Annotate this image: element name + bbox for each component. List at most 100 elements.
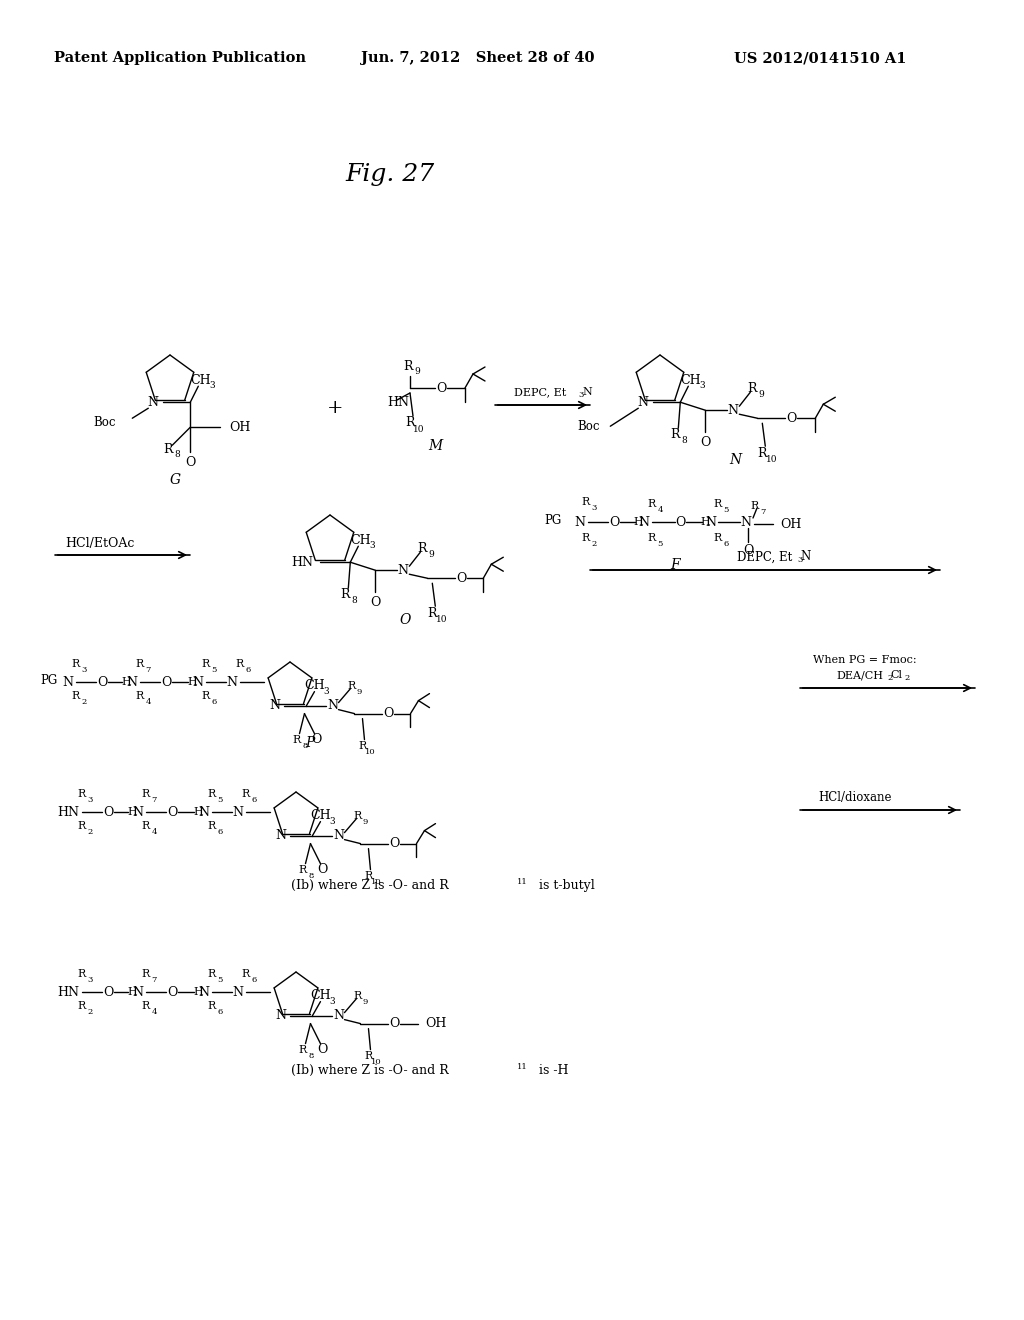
Text: 8: 8	[351, 595, 357, 605]
Text: N: N	[269, 700, 280, 711]
Text: 11: 11	[517, 1063, 527, 1071]
Text: N: N	[226, 676, 238, 689]
Text: R: R	[714, 499, 722, 510]
Text: G: G	[170, 474, 181, 487]
Text: H: H	[127, 807, 137, 817]
Text: N: N	[232, 986, 244, 998]
Text: R: R	[242, 969, 250, 979]
Text: 4: 4	[145, 698, 151, 706]
Text: O: O	[389, 837, 399, 850]
Text: H: H	[633, 517, 643, 527]
Text: 6: 6	[251, 796, 257, 804]
Text: 3: 3	[87, 975, 93, 983]
Text: N: N	[132, 805, 143, 818]
Text: N: N	[333, 829, 344, 842]
Text: R: R	[142, 1001, 151, 1011]
Text: 9: 9	[356, 688, 362, 696]
Text: O: O	[786, 412, 797, 425]
Text: R: R	[208, 821, 216, 832]
Text: 3: 3	[591, 504, 597, 512]
Text: R: R	[202, 690, 210, 701]
Text: N: N	[397, 564, 409, 577]
Text: CH: CH	[350, 533, 371, 546]
Text: Boc: Boc	[578, 420, 600, 433]
Text: Cl: Cl	[890, 671, 902, 680]
Text: 3: 3	[210, 380, 215, 389]
Text: 3: 3	[579, 391, 584, 399]
Text: 10: 10	[766, 454, 777, 463]
Text: R: R	[164, 442, 173, 455]
Text: 5: 5	[657, 540, 663, 548]
Text: N: N	[127, 676, 137, 689]
Text: R: R	[72, 659, 80, 669]
Text: P: P	[305, 737, 314, 750]
Text: R: R	[671, 428, 680, 441]
Text: O: O	[102, 986, 114, 998]
Text: 2: 2	[888, 675, 893, 682]
Text: H: H	[700, 517, 710, 527]
Text: O: O	[167, 805, 177, 818]
Text: H: H	[194, 987, 203, 997]
Text: R: R	[78, 821, 86, 832]
Text: R: R	[758, 446, 767, 459]
Text: H: H	[187, 677, 197, 686]
Text: 2: 2	[904, 675, 909, 682]
Text: DEPC, Et: DEPC, Et	[737, 550, 793, 564]
Text: HCl/EtOAc: HCl/EtOAc	[66, 536, 135, 549]
Text: 8: 8	[303, 742, 308, 750]
Text: N: N	[574, 516, 586, 528]
Text: R: R	[72, 690, 80, 701]
Text: R: R	[748, 381, 757, 395]
Text: N: N	[638, 396, 649, 409]
Text: R: R	[353, 810, 361, 821]
Text: (Ib) where Z is -O- and R: (Ib) where Z is -O- and R	[291, 1064, 449, 1077]
Text: R: R	[582, 533, 590, 543]
Text: Fig. 27: Fig. 27	[345, 164, 434, 186]
Text: O: O	[317, 1043, 328, 1056]
Text: 8: 8	[309, 1052, 314, 1060]
Text: O: O	[167, 986, 177, 998]
Text: HCl/dioxane: HCl/dioxane	[818, 792, 892, 804]
Text: O: O	[185, 455, 196, 469]
Text: 9: 9	[759, 389, 764, 399]
Text: R: R	[78, 969, 86, 979]
Text: 8: 8	[309, 871, 314, 879]
Text: 4: 4	[152, 1008, 157, 1016]
Text: N: N	[801, 550, 811, 564]
Text: R: R	[236, 659, 244, 669]
Text: R: R	[298, 1044, 306, 1055]
Text: N: N	[62, 676, 74, 689]
Text: R: R	[353, 990, 361, 1001]
Text: HN: HN	[291, 556, 313, 569]
Text: 3: 3	[798, 556, 803, 564]
Text: N: N	[706, 516, 717, 528]
Text: CH: CH	[310, 989, 331, 1002]
Text: 3: 3	[330, 997, 335, 1006]
Text: CH: CH	[304, 678, 325, 692]
Text: M: M	[428, 440, 442, 453]
Text: 8: 8	[681, 436, 687, 445]
Text: O: O	[370, 595, 381, 609]
Text: is -H: is -H	[535, 1064, 568, 1077]
Text: N: N	[147, 396, 159, 409]
Text: R: R	[428, 607, 437, 619]
Text: N: N	[193, 676, 204, 689]
Text: R: R	[142, 789, 151, 799]
Text: 10: 10	[366, 747, 376, 755]
Text: 6: 6	[723, 540, 729, 548]
Text: 7: 7	[145, 667, 151, 675]
Text: R: R	[418, 541, 427, 554]
Text: N: N	[232, 805, 244, 818]
Text: 9: 9	[414, 367, 420, 376]
Text: 2: 2	[87, 828, 92, 836]
Text: CH: CH	[310, 809, 331, 822]
Text: 10: 10	[371, 878, 382, 886]
Text: 6: 6	[217, 828, 222, 836]
Text: N: N	[639, 516, 649, 528]
Text: N: N	[582, 387, 592, 397]
Text: H: H	[121, 677, 131, 686]
Text: 4: 4	[152, 828, 157, 836]
Text: Patent Application Publication: Patent Application Publication	[54, 51, 306, 65]
Text: R: R	[365, 871, 373, 880]
Text: DEPC, Et: DEPC, Et	[514, 387, 566, 397]
